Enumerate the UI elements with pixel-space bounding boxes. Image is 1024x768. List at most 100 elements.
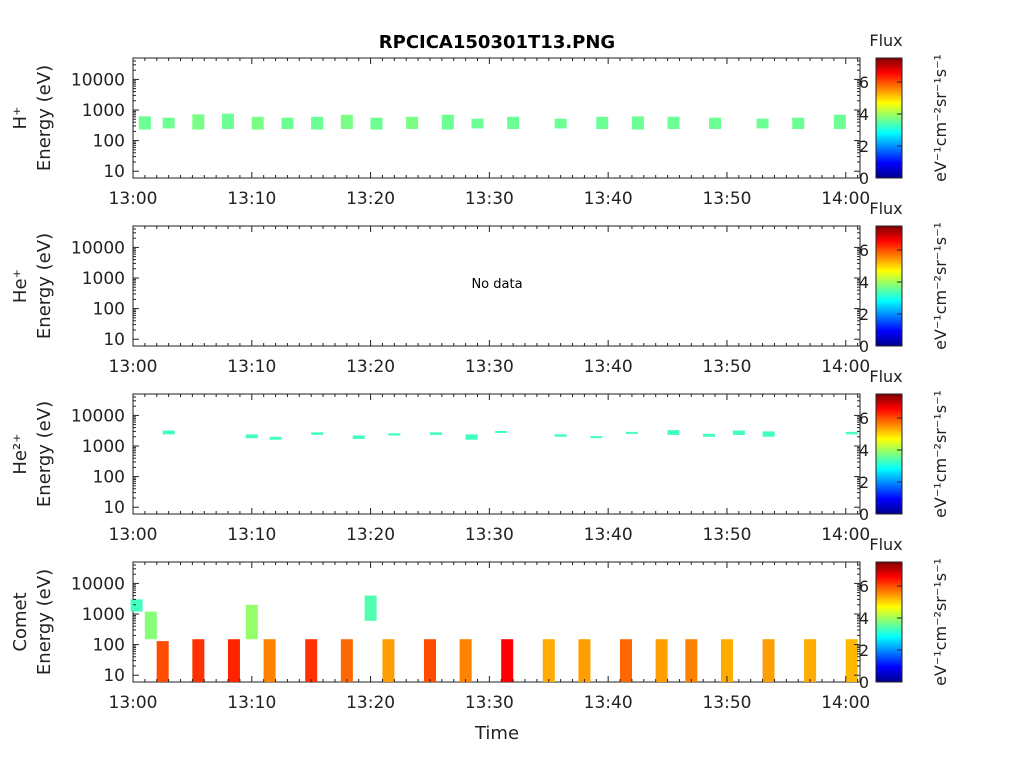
data-block — [245, 604, 258, 640]
x-tick-label: 13:20 — [346, 525, 395, 545]
x-tick-label: 13:10 — [227, 357, 276, 377]
data-block — [756, 118, 769, 129]
plot-frame — [132, 225, 861, 347]
y-tick-label: 100 — [93, 468, 125, 488]
y-tick-label: 100 — [93, 300, 125, 320]
data-block — [578, 639, 591, 682]
data-block — [685, 639, 698, 682]
data-block — [703, 433, 716, 437]
y-tick-label: 1000 — [82, 437, 125, 457]
plot-frame — [132, 561, 861, 683]
colorbar-tick-label: 2 — [859, 137, 869, 156]
data-block — [340, 114, 353, 129]
x-tick-label: 13:00 — [109, 693, 158, 713]
data-block — [364, 595, 377, 621]
data-block — [388, 433, 401, 436]
data-block — [625, 431, 638, 434]
x-tick-label: 13:30 — [465, 189, 514, 209]
y-tick-label: 10 — [103, 498, 125, 518]
y-tick-label: 10000 — [71, 406, 125, 426]
x-tick-label: 13:10 — [227, 693, 276, 713]
data-block — [162, 430, 175, 435]
data-block — [340, 639, 353, 682]
y-tick-label: 100 — [93, 636, 125, 656]
data-block — [507, 116, 520, 129]
data-block — [590, 436, 603, 439]
data-block — [720, 639, 733, 682]
x-tick-label: 13:40 — [584, 189, 633, 209]
data-block — [406, 116, 419, 129]
colorbar-title: Flux — [869, 367, 902, 386]
x-tick-label: 13:20 — [346, 357, 395, 377]
x-tick-label: 13:10 — [227, 525, 276, 545]
colorbar — [875, 393, 903, 515]
colorbar-tick-label: 0 — [859, 673, 869, 692]
figure-title: RPCICA150301T13.PNG — [379, 32, 615, 53]
colorbar-tick-label: 2 — [859, 641, 869, 660]
data-block — [156, 641, 169, 682]
data-block — [792, 117, 805, 129]
x-tick-label: 13:50 — [702, 189, 751, 209]
colorbar-unit-label: eV⁻¹cm⁻²sr⁻¹s⁻¹ — [931, 390, 950, 518]
y-tick-label: 100 — [93, 132, 125, 152]
data-block — [144, 611, 157, 640]
data-block — [352, 435, 365, 439]
data-block — [619, 639, 632, 682]
data-block — [554, 434, 567, 437]
colorbar-tick-label: 0 — [859, 169, 869, 188]
data-block — [465, 434, 478, 440]
colorbar-tick-label: 2 — [859, 473, 869, 492]
data-block — [269, 436, 282, 440]
data-block — [554, 118, 567, 129]
data-block — [222, 113, 235, 129]
no-data-note: No data — [471, 277, 522, 292]
data-block — [311, 116, 324, 130]
data-block — [162, 117, 175, 129]
data-block — [596, 116, 609, 129]
x-tick-label: 13:40 — [584, 357, 633, 377]
x-tick-label: 13:20 — [346, 189, 395, 209]
data-block — [845, 639, 858, 682]
x-tick-label: 13:00 — [109, 525, 158, 545]
data-block — [370, 117, 383, 130]
data-block — [441, 114, 454, 130]
data-block — [138, 116, 151, 130]
x-tick-label: 13:50 — [702, 357, 751, 377]
species-label: H⁺ — [10, 106, 31, 129]
x-tick-label: 13:30 — [465, 525, 514, 545]
data-block — [833, 114, 846, 129]
data-block — [429, 432, 442, 435]
colorbar — [875, 561, 903, 683]
colorbar — [875, 57, 903, 179]
data-block — [655, 639, 668, 682]
x-tick-label: 13:40 — [584, 525, 633, 545]
x-tick-label: 13:50 — [702, 525, 751, 545]
x-tick-label: 14:00 — [821, 525, 870, 545]
colorbar-tick-label: 4 — [859, 273, 869, 292]
x-tick-label: 13:40 — [584, 693, 633, 713]
x-tick-label: 13:20 — [346, 693, 395, 713]
y-tick-label: 1000 — [82, 269, 125, 289]
colorbar-title: Flux — [869, 199, 902, 218]
colorbar-tick-label: 0 — [859, 505, 869, 524]
plot-frame — [132, 393, 861, 515]
data-block — [762, 639, 775, 682]
panel-2: 10 100 1000 10000 13:00 13:10 13:20 13:30 13:40 1… — [10, 199, 950, 377]
colorbar-tick-label: 4 — [859, 441, 869, 460]
energy-axis-label: Energy (eV) — [34, 569, 55, 675]
data-block — [192, 639, 205, 682]
data-block — [227, 639, 240, 682]
data-block — [732, 430, 745, 435]
data-block — [631, 116, 644, 130]
x-axis-label: Time — [474, 723, 519, 744]
colorbar-tick-label: 6 — [859, 73, 869, 92]
data-block — [667, 430, 680, 435]
species-label: Comet — [10, 592, 31, 651]
data-block — [459, 639, 472, 682]
x-tick-label: 13:30 — [465, 357, 514, 377]
data-block — [263, 639, 276, 682]
data-block — [192, 114, 205, 130]
data-block — [845, 431, 858, 435]
colorbar — [875, 225, 903, 347]
